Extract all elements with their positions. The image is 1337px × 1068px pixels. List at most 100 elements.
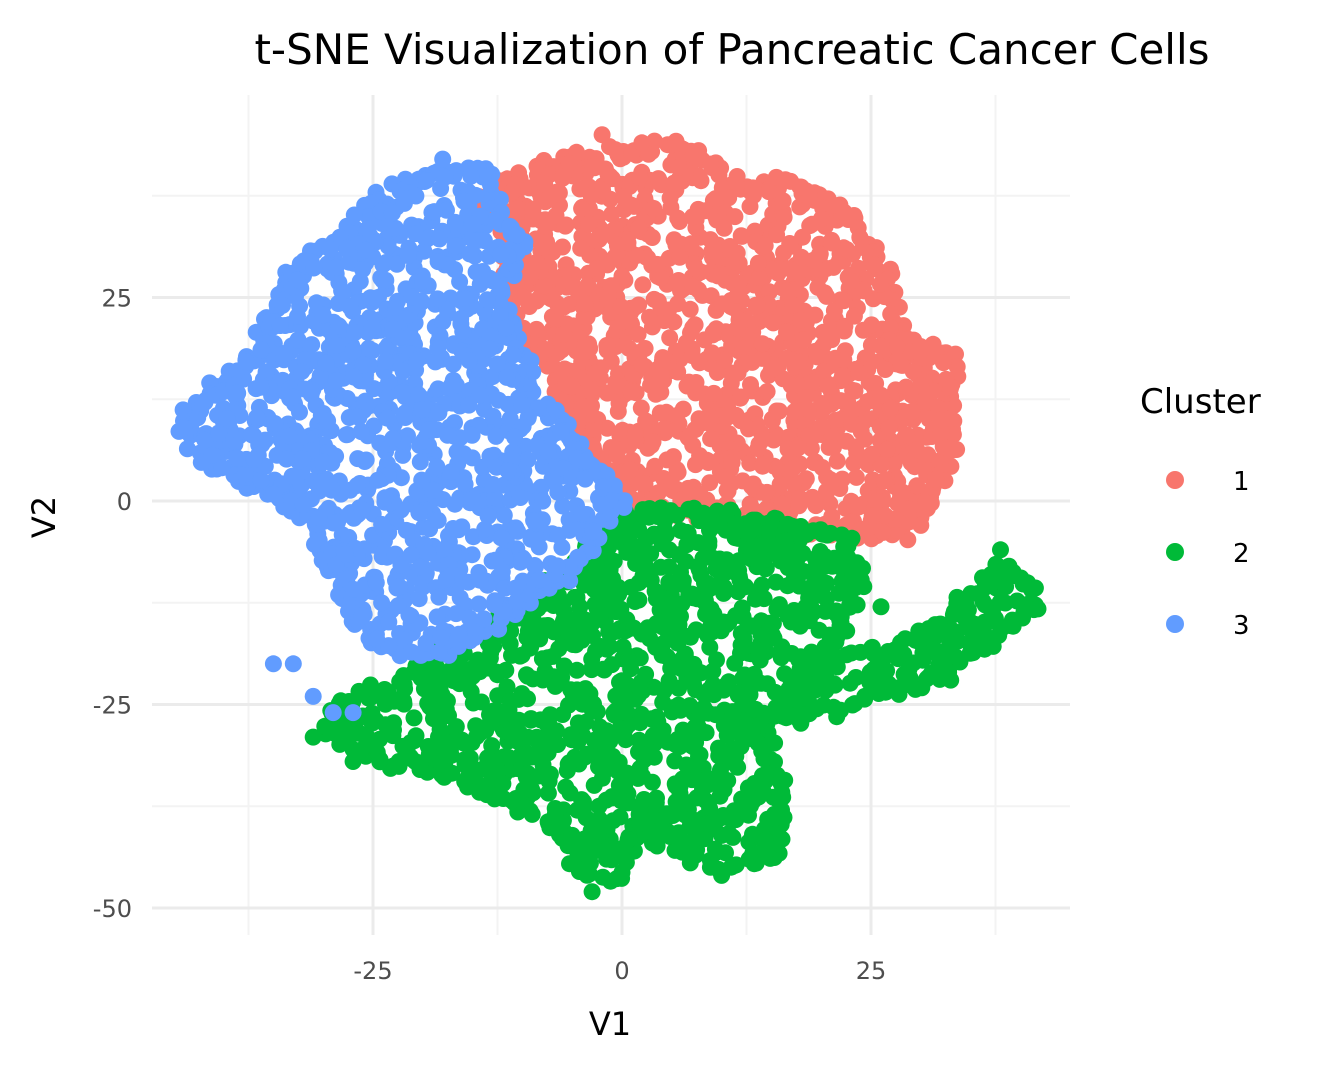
- scatter-point: [630, 296, 648, 314]
- scatter-point: [376, 489, 394, 507]
- y-axis-title: V2: [25, 496, 63, 538]
- scatter-point: [454, 322, 472, 340]
- scatter-point: [754, 457, 772, 475]
- scatter-point: [748, 297, 766, 315]
- scatter-point: [897, 426, 915, 444]
- scatter-point: [367, 574, 385, 592]
- scatter-point: [379, 237, 397, 255]
- scatter-point: [451, 273, 469, 291]
- scatter-point: [701, 231, 719, 249]
- scatter-point: [646, 132, 663, 150]
- scatter-point: [344, 753, 362, 770]
- scatter-point: [647, 794, 665, 812]
- scatter-point: [710, 747, 728, 765]
- scatter-point: [425, 203, 443, 221]
- scatter-point: [847, 669, 865, 686]
- scatter-point: [744, 825, 761, 843]
- scatter-point: [701, 474, 719, 492]
- scatter-point: [801, 590, 819, 608]
- scatter-point: [714, 770, 732, 788]
- scatter-point: [782, 543, 800, 560]
- scatter-point: [734, 340, 752, 357]
- scatter-point: [437, 734, 455, 751]
- scatter-point: [740, 420, 757, 438]
- scatter-point: [520, 298, 538, 315]
- scatter-point: [552, 423, 570, 441]
- scatter-point: [790, 577, 808, 595]
- scatter-point: [592, 732, 610, 750]
- scatter-point: [359, 220, 377, 238]
- scatter-point: [753, 335, 771, 353]
- scatter-point: [768, 226, 786, 244]
- scatter-point: [352, 423, 370, 441]
- scatter-point: [647, 590, 665, 608]
- scatter-point: [330, 317, 348, 335]
- scatter-point: [702, 430, 720, 448]
- scatter-point: [904, 363, 922, 380]
- scatter-point: [481, 269, 499, 287]
- scatter-point: [811, 245, 828, 263]
- scatter-point: [660, 573, 678, 591]
- series-3: [170, 150, 634, 722]
- scatter-point: [598, 760, 616, 778]
- scatter-point: [354, 261, 372, 278]
- scatter-point: [742, 730, 760, 747]
- scatter-point: [340, 253, 358, 271]
- scatter-point: [522, 530, 540, 548]
- scatter-point: [578, 745, 596, 763]
- scatter-point: [644, 433, 662, 451]
- scatter-point: [774, 192, 792, 210]
- scatter-point: [694, 781, 711, 798]
- scatter-point: [779, 607, 797, 625]
- scatter-point: [912, 516, 930, 534]
- scatter-point: [760, 183, 778, 201]
- scatter-point: [653, 506, 670, 524]
- scatter-point: [541, 188, 559, 206]
- scatter-point: [700, 580, 718, 598]
- scatter-point: [346, 324, 364, 341]
- scatter-point: [932, 423, 950, 441]
- scatter-point: [666, 630, 683, 648]
- scatter-point: [630, 679, 648, 696]
- scatter-point: [585, 695, 602, 713]
- scatter-point: [603, 205, 621, 223]
- scatter-point: [741, 454, 759, 472]
- y-axis-ticks: 25 0 -25 -50: [93, 285, 132, 924]
- scatter-point: [510, 724, 528, 742]
- legend-label: 1: [1233, 467, 1250, 497]
- scatter-point: [630, 731, 648, 749]
- scatter-point: [528, 320, 545, 338]
- scatter-point: [413, 471, 431, 489]
- scatter-point: [687, 260, 705, 278]
- scatter-point: [717, 616, 735, 634]
- scatter-point: [453, 731, 471, 749]
- scatter-point: [753, 742, 771, 760]
- scatter-point: [823, 234, 841, 252]
- scatter-point: [434, 150, 452, 168]
- legend-key: [1166, 471, 1184, 489]
- scatter-point: [304, 687, 322, 705]
- scatter-point: [327, 372, 345, 390]
- scatter-point: [501, 410, 519, 428]
- scatter-point: [837, 432, 855, 450]
- scatter-point: [1029, 600, 1047, 618]
- scatter-point: [687, 456, 704, 474]
- scatter-point: [196, 431, 214, 449]
- scatter-point: [633, 134, 651, 152]
- scatter-point: [598, 419, 616, 437]
- scatter-point: [252, 378, 270, 396]
- scatter-point: [633, 356, 651, 374]
- scatter-point: [681, 300, 699, 318]
- scatter-point: [849, 498, 867, 516]
- scatter-point: [380, 613, 398, 631]
- scatter-point: [825, 675, 843, 693]
- scatter-point: [289, 331, 307, 349]
- scatter-point: [634, 276, 652, 294]
- scatter-point: [314, 306, 332, 324]
- scatter-point: [436, 746, 454, 764]
- scatter-point: [377, 271, 395, 289]
- scatter-point: [632, 399, 650, 417]
- scatter-point: [555, 168, 572, 186]
- scatter-point: [718, 481, 736, 499]
- chart-title: t-SNE Visualization of Pancreatic Cancer…: [254, 25, 1209, 74]
